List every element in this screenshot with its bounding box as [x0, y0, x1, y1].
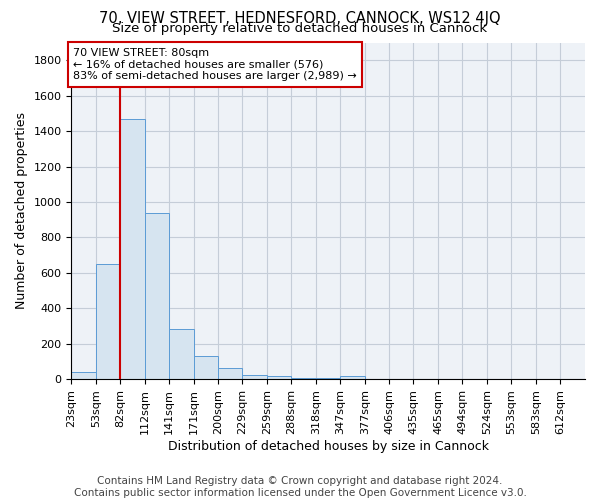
- X-axis label: Distribution of detached houses by size in Cannock: Distribution of detached houses by size …: [168, 440, 489, 452]
- Bar: [316, 378, 340, 379]
- Bar: [169, 328, 194, 379]
- Text: Contains HM Land Registry data © Crown copyright and database right 2024.
Contai: Contains HM Land Registry data © Crown c…: [74, 476, 526, 498]
- Y-axis label: Number of detached properties: Number of detached properties: [15, 112, 28, 310]
- Bar: [194, 356, 218, 379]
- Bar: [96, 264, 121, 379]
- Bar: [145, 212, 169, 379]
- Text: Size of property relative to detached houses in Cannock: Size of property relative to detached ho…: [112, 22, 488, 35]
- Bar: [71, 372, 96, 379]
- Bar: [121, 118, 145, 379]
- Text: 70 VIEW STREET: 80sqm
← 16% of detached houses are smaller (576)
83% of semi-det: 70 VIEW STREET: 80sqm ← 16% of detached …: [73, 48, 357, 81]
- Bar: [242, 375, 267, 379]
- Bar: [340, 376, 365, 379]
- Bar: [291, 378, 316, 379]
- Bar: [218, 368, 242, 379]
- Text: 70, VIEW STREET, HEDNESFORD, CANNOCK, WS12 4JQ: 70, VIEW STREET, HEDNESFORD, CANNOCK, WS…: [99, 11, 501, 26]
- Bar: [267, 376, 291, 379]
